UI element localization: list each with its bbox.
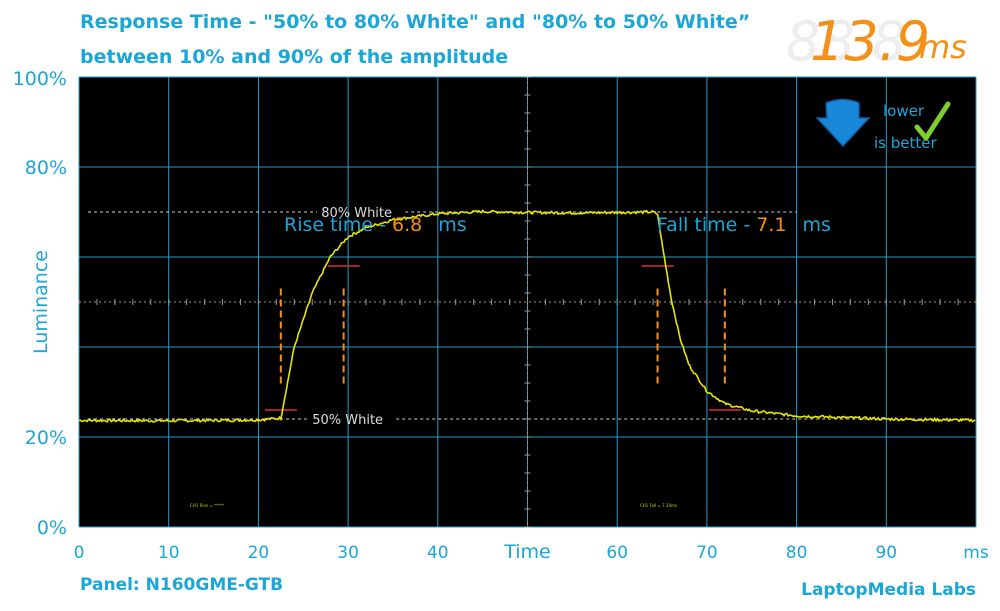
transition-markers: [264, 265, 741, 411]
luminance-trace: [78, 209, 976, 423]
lower-is-better-badge: lower is better: [815, 98, 951, 152]
fall-time-value: 7.1: [756, 214, 786, 236]
reference-line-label: 80% White: [321, 206, 392, 221]
check-mark-icon: [914, 101, 951, 141]
y-tick-label: 20%: [25, 427, 67, 449]
x-tick-label: 60: [606, 543, 628, 563]
fall-time-annotation: Fall time - 7.1 ms: [657, 214, 831, 236]
x-tick-label: 80: [786, 543, 808, 563]
badge-line1: lower: [883, 102, 925, 120]
total-value: 13.9: [810, 10, 930, 73]
grid: [78, 76, 977, 528]
x-axis-label: Time: [503, 541, 551, 563]
total-unit: ms: [919, 28, 967, 66]
down-arrow-icon: [815, 98, 871, 148]
x-tick-label: 10: [158, 543, 180, 563]
rise-time-annotation: Rise time - 6.8 ms: [284, 214, 467, 236]
y-tick-labels: 100% 80% 20% 0%: [13, 68, 67, 539]
chart-title-line1: Response Time - "50% to 80% White" and "…: [80, 11, 750, 33]
x-tick-label: 0: [74, 543, 85, 563]
reference-line-label: 50% White: [312, 413, 383, 428]
y-tick-label: 80%: [25, 157, 67, 179]
panel-label: Panel: N160GME-GTB: [80, 575, 283, 595]
rise-time-label: Rise time -: [284, 214, 392, 236]
fall-time-label: Fall time -: [657, 214, 756, 236]
x-tick-label: 70: [696, 543, 718, 563]
credit-label: LaptopMedia Labs: [801, 580, 976, 600]
x-tick-labels: 0 10 20 30 40 Time 60 70 80 90 ms: [74, 541, 989, 563]
x-tick-label: 30: [337, 543, 359, 563]
channel-label-rise: CH1 Rise = *****: [190, 503, 224, 508]
y-tick-label: 100%: [13, 68, 67, 90]
chart-title-line2: between 10% and 90% of the amplitude: [80, 46, 508, 68]
y-axis-label: Luminance: [30, 250, 52, 354]
rise-time-value: 6.8: [392, 214, 422, 236]
fall-time-unit: ms: [803, 214, 831, 236]
total-ghost-digits: 88.8: [786, 10, 906, 73]
x-tick-label: 40: [427, 543, 449, 563]
x-tick-label: 90: [875, 543, 897, 563]
badge-line2: is better: [874, 134, 937, 152]
x-tick-label: ms: [963, 543, 989, 563]
y-tick-label: 0%: [37, 517, 67, 539]
rise-time-unit: ms: [438, 214, 466, 236]
channel-label-fall: CH1 Fall = 7.30ms: [640, 503, 677, 508]
x-tick-label: 20: [248, 543, 270, 563]
